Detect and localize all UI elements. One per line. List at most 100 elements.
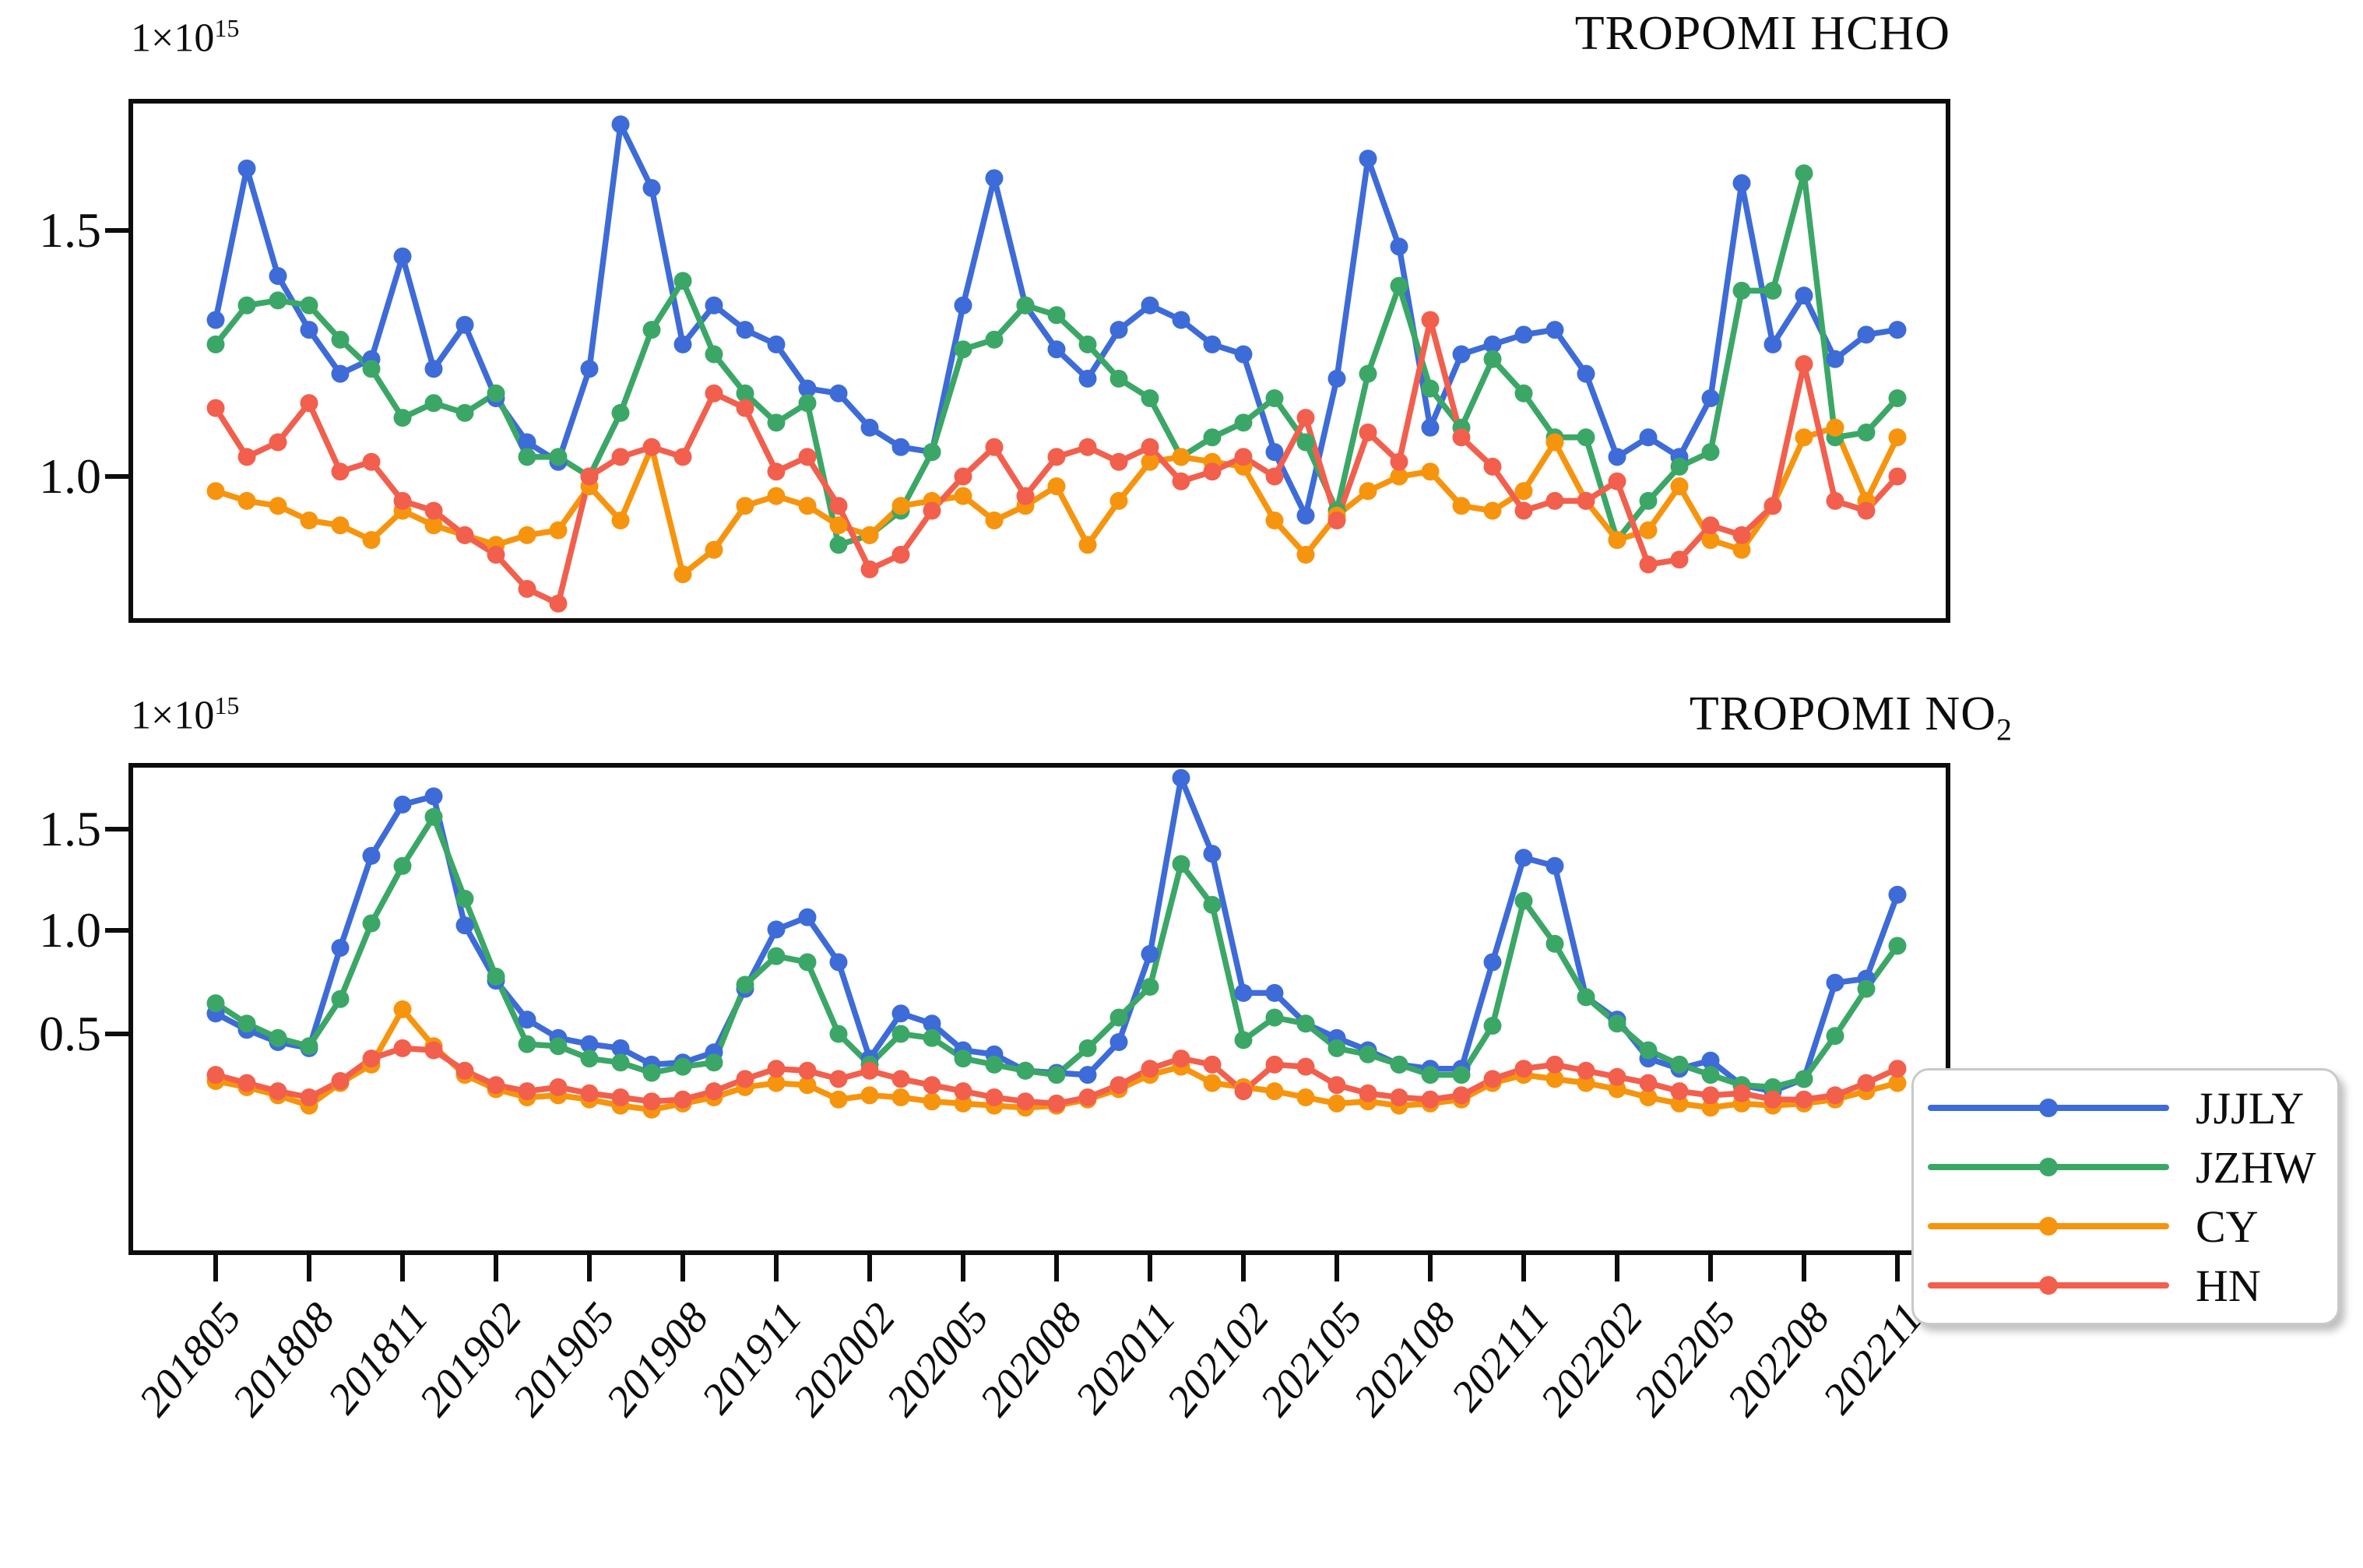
hcho-point-jzhw	[549, 448, 568, 466]
hcho-point-hn	[673, 448, 692, 466]
hcho-point-hn	[1888, 467, 1907, 486]
hcho-point-jjjly	[300, 321, 318, 339]
hcho-point-hn	[1514, 501, 1533, 520]
no2-point-hn	[1701, 1086, 1720, 1105]
hcho-point-jjjly	[237, 159, 256, 178]
no2-point-jzhw	[1452, 1066, 1471, 1085]
x-tick-202105	[1334, 1255, 1339, 1281]
hcho-point-jzhw	[705, 345, 723, 364]
no2-point-jjjly	[1888, 885, 1907, 904]
hcho-point-jjjly	[985, 169, 1004, 188]
hcho-ytick-1p0	[105, 474, 128, 479]
hcho-point-hn	[1826, 491, 1844, 510]
no2-point-hn	[1141, 1060, 1159, 1078]
hcho-point-hn	[611, 448, 630, 466]
hcho-point-hn	[860, 560, 879, 578]
hcho-point-hn	[1265, 467, 1284, 486]
hcho-point-cy	[269, 497, 287, 515]
hcho-point-hn	[269, 433, 287, 452]
no2-point-cy	[923, 1092, 941, 1111]
x-tick-202002	[867, 1255, 872, 1281]
no2-point-hn	[300, 1088, 318, 1106]
no2-point-jzhw	[1016, 1061, 1035, 1080]
hcho-point-jjjly	[1327, 369, 1346, 388]
no2-point-jzhw	[1327, 1039, 1346, 1057]
hcho-point-jjjly	[673, 335, 692, 353]
no2-point-hn	[1327, 1076, 1346, 1095]
hcho-point-hn	[1078, 438, 1097, 456]
no2-ytick-label-0p5: 0.5	[39, 1006, 101, 1061]
hcho-point-cy	[1452, 497, 1471, 515]
no2-point-hn	[736, 1070, 754, 1088]
no2-point-jjjly	[923, 1014, 941, 1033]
hcho-point-hn	[1763, 497, 1782, 515]
hcho-point-hn	[1141, 438, 1159, 456]
hcho-point-jjjly	[1857, 325, 1876, 344]
no2-title-subscript: 2	[1996, 712, 2013, 747]
no2-point-jzhw	[1577, 988, 1595, 1007]
hcho-point-jzhw	[269, 291, 287, 310]
hcho-point-cy	[1172, 448, 1190, 466]
no2-point-jjjly	[1078, 1066, 1097, 1085]
hn-marker-dot	[2039, 1276, 2058, 1295]
jzhw-line-sample	[1928, 1158, 2169, 1176]
hcho-ytick-label-1p5: 1.5	[39, 202, 101, 258]
hcho-point-cy	[891, 497, 910, 515]
no2-point-jzhw	[1763, 1078, 1782, 1096]
no2-point-jzhw	[1857, 979, 1876, 998]
no2-point-jzhw	[1296, 1014, 1315, 1033]
no2-point-jjjly	[1701, 1051, 1720, 1070]
no2-point-hn	[1795, 1090, 1813, 1109]
hcho-point-hn	[891, 546, 910, 564]
hcho-point-jjjly	[1141, 296, 1159, 315]
no2-title: TROPOMI NO2	[1479, 687, 2013, 747]
no2-point-jjjly	[424, 787, 443, 806]
hcho-point-jzhw	[1732, 281, 1751, 300]
hcho-point-cy	[424, 516, 443, 535]
hcho-point-jjjly	[1265, 443, 1284, 462]
hcho-point-cy	[985, 512, 1004, 529]
hcho-point-jjjly	[798, 379, 817, 398]
no2-point-hn	[1296, 1057, 1315, 1076]
hcho-point-jjjly	[1172, 311, 1190, 329]
no2-point-hn	[891, 1070, 910, 1088]
no2-point-cy	[1608, 1080, 1626, 1099]
hcho-point-cy	[1545, 433, 1564, 452]
no2-point-cy	[1701, 1099, 1720, 1117]
no2-point-jzhw	[362, 914, 381, 933]
hcho-offset-base: 1×10	[131, 16, 215, 61]
no2-point-hn	[518, 1082, 536, 1101]
x-tick-202108	[1428, 1255, 1433, 1281]
hcho-point-hn	[487, 546, 505, 564]
x-tick-201908	[680, 1255, 685, 1281]
no2-plot-area	[206, 768, 1907, 1119]
no2-point-jzhw	[1265, 1008, 1284, 1027]
hcho-point-jzhw	[954, 340, 972, 359]
hcho-point-hn	[1545, 491, 1564, 510]
hcho-point-cy	[1047, 477, 1066, 496]
no2-point-jjjly	[1514, 849, 1533, 867]
x-tick-202008	[1054, 1255, 1059, 1281]
x-tick-201805	[213, 1255, 218, 1281]
no2-point-hn	[705, 1082, 723, 1101]
hcho-point-cy	[1701, 531, 1720, 550]
no2-point-hn	[1234, 1082, 1253, 1101]
hcho-point-jzhw	[1639, 491, 1658, 510]
hcho-point-jzhw	[1141, 389, 1159, 407]
no2-point-jjjly	[1483, 953, 1502, 972]
hcho-point-jjjly	[860, 418, 879, 437]
no2-point-hn	[611, 1088, 630, 1106]
x-tick-202102	[1241, 1255, 1246, 1281]
hcho-point-hn	[985, 438, 1004, 456]
no2-point-jzhw	[518, 1035, 536, 1053]
hcho-point-jzhw	[985, 330, 1004, 349]
no2-point-jjjly	[1141, 944, 1159, 963]
hcho-offset-exponent: 15	[214, 14, 240, 42]
hcho-point-jjjly	[1763, 335, 1782, 353]
no2-point-hn	[1826, 1086, 1844, 1105]
no2-point-hn	[642, 1092, 661, 1111]
hcho-point-cy	[1670, 477, 1689, 496]
hcho-point-cy	[954, 487, 972, 505]
hcho-plot-area	[206, 115, 1907, 613]
